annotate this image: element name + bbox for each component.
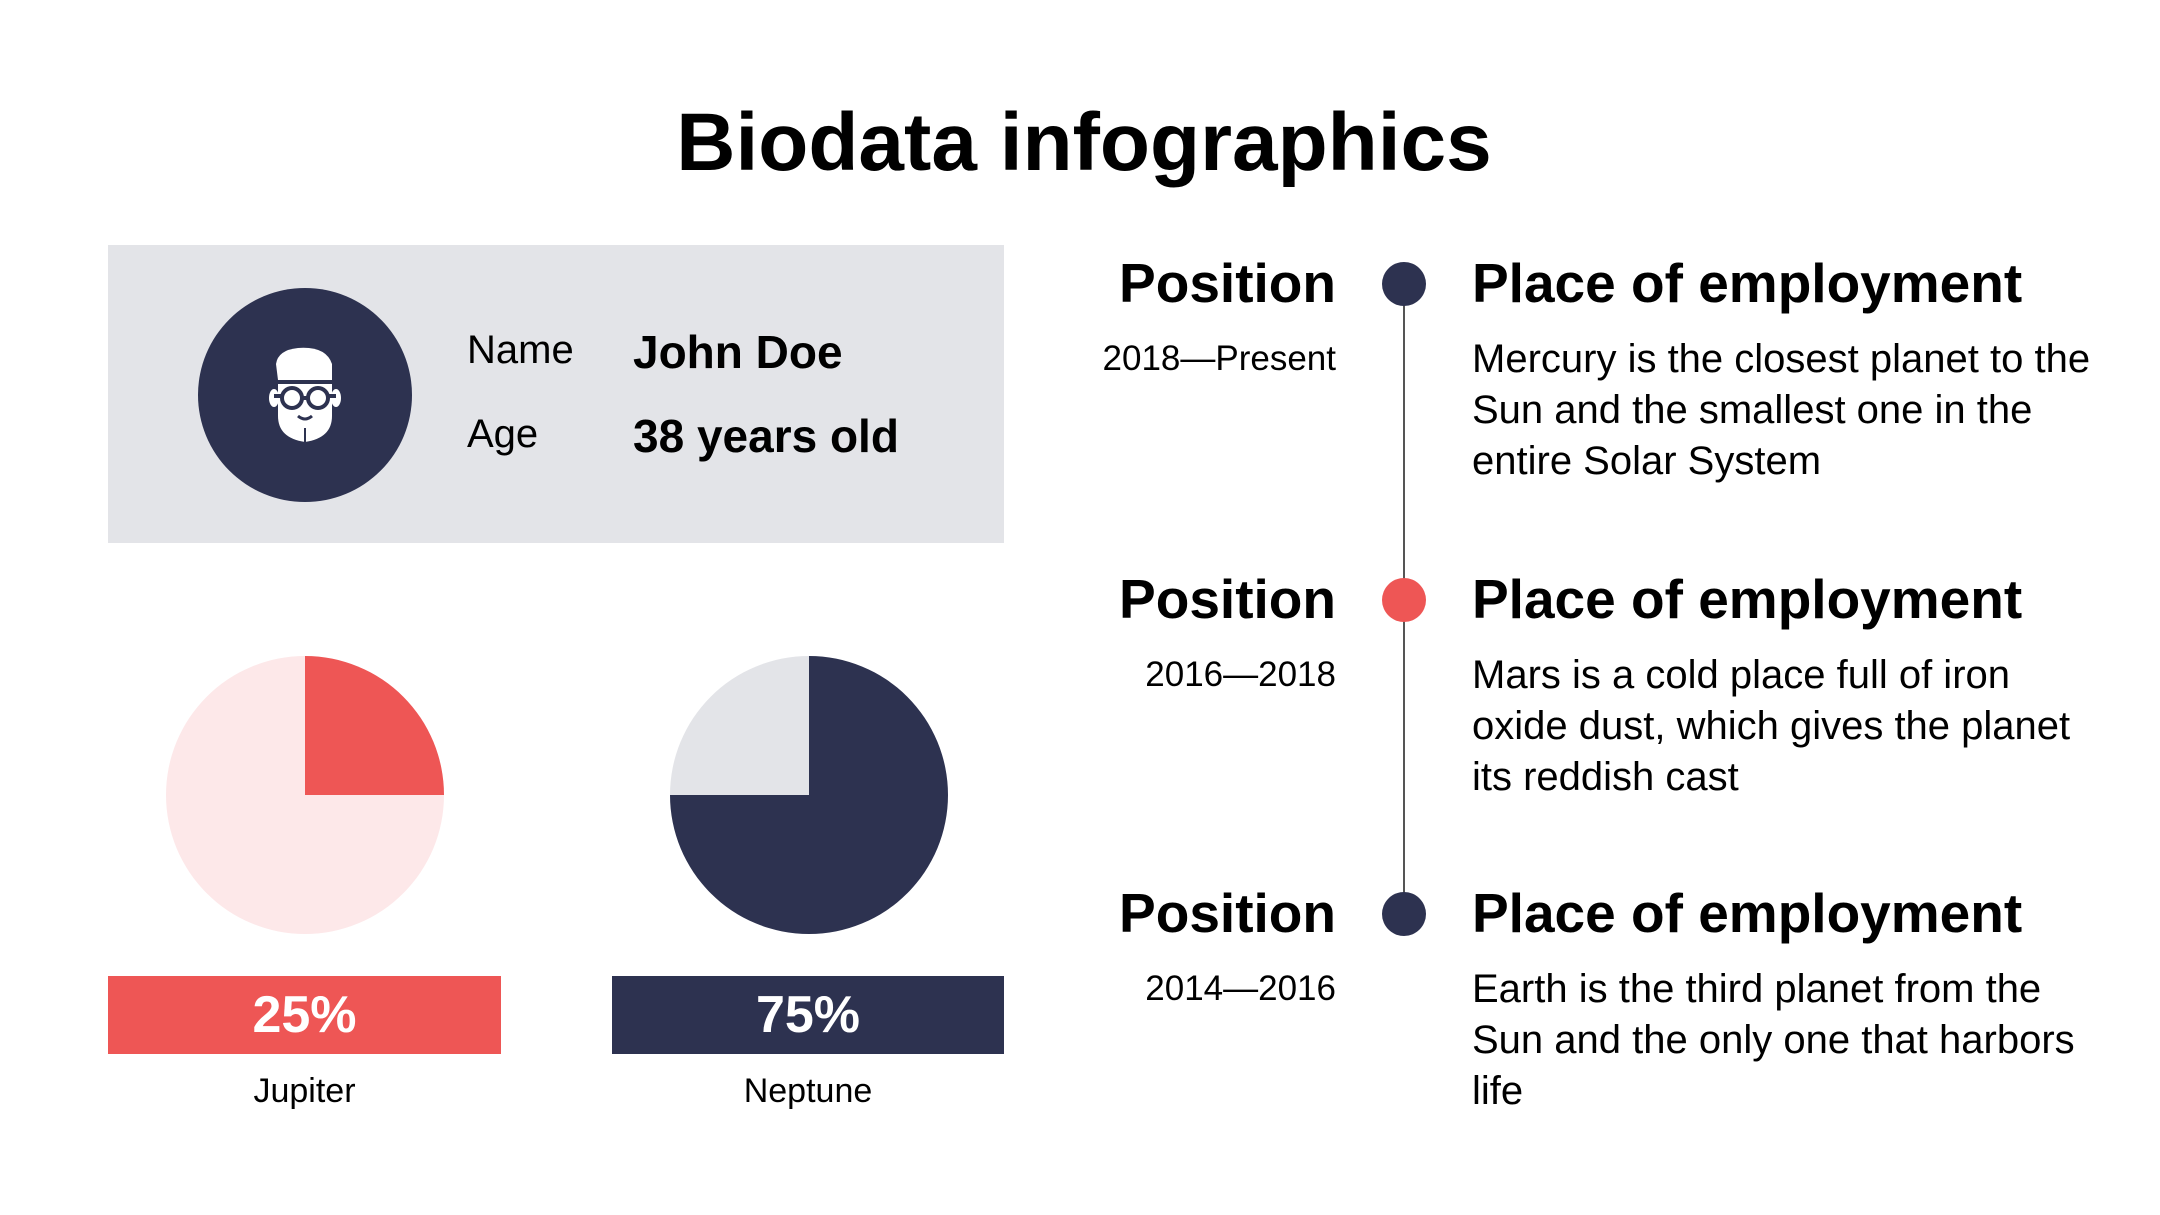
timeline-dates: 2016—2018 xyxy=(1145,655,1336,694)
timeline-description: Earth is the third planet from the Sun a… xyxy=(1472,967,2075,1113)
jupiter-percent-bar: 25% xyxy=(108,976,501,1054)
name-value: John Doe xyxy=(633,326,843,378)
timeline-dot xyxy=(1382,892,1426,936)
timeline-place: Place of employment xyxy=(1472,882,2023,944)
timeline-position: Position xyxy=(1119,252,1336,314)
pie-slice-neptune-1 xyxy=(670,656,809,795)
page-title: Biodata infographics xyxy=(676,97,1492,188)
neptune-percent-bar: 75% xyxy=(612,976,1004,1054)
pie-slice-jupiter-1 xyxy=(166,656,444,934)
timeline-position: Position xyxy=(1119,568,1336,630)
age-label: Age xyxy=(467,412,539,456)
timeline-place: Place of employment xyxy=(1472,568,2023,630)
timeline-description: Mercury is the closest planet to the Sun… xyxy=(1472,337,2091,483)
pie-slice-jupiter-0 xyxy=(305,656,444,795)
jupiter-label: Jupiter xyxy=(253,1072,356,1110)
pie-charts xyxy=(166,656,948,934)
man-with-glasses-icon xyxy=(269,347,341,442)
timeline-description: Mars is a cold place full of iron oxide … xyxy=(1472,653,2071,799)
timeline-position: Position xyxy=(1119,882,1336,944)
timeline-dates: 2018—Present xyxy=(1102,339,1336,378)
timeline-place: Place of employment xyxy=(1472,252,2023,314)
neptune-label: Neptune xyxy=(743,1072,873,1110)
age-value: 38 years old xyxy=(633,410,899,462)
timeline-dot xyxy=(1382,262,1426,306)
avatar xyxy=(198,288,412,502)
timeline-dates: 2014—2016 xyxy=(1145,969,1336,1008)
name-label: Name xyxy=(467,328,574,372)
timeline-dot xyxy=(1382,578,1426,622)
